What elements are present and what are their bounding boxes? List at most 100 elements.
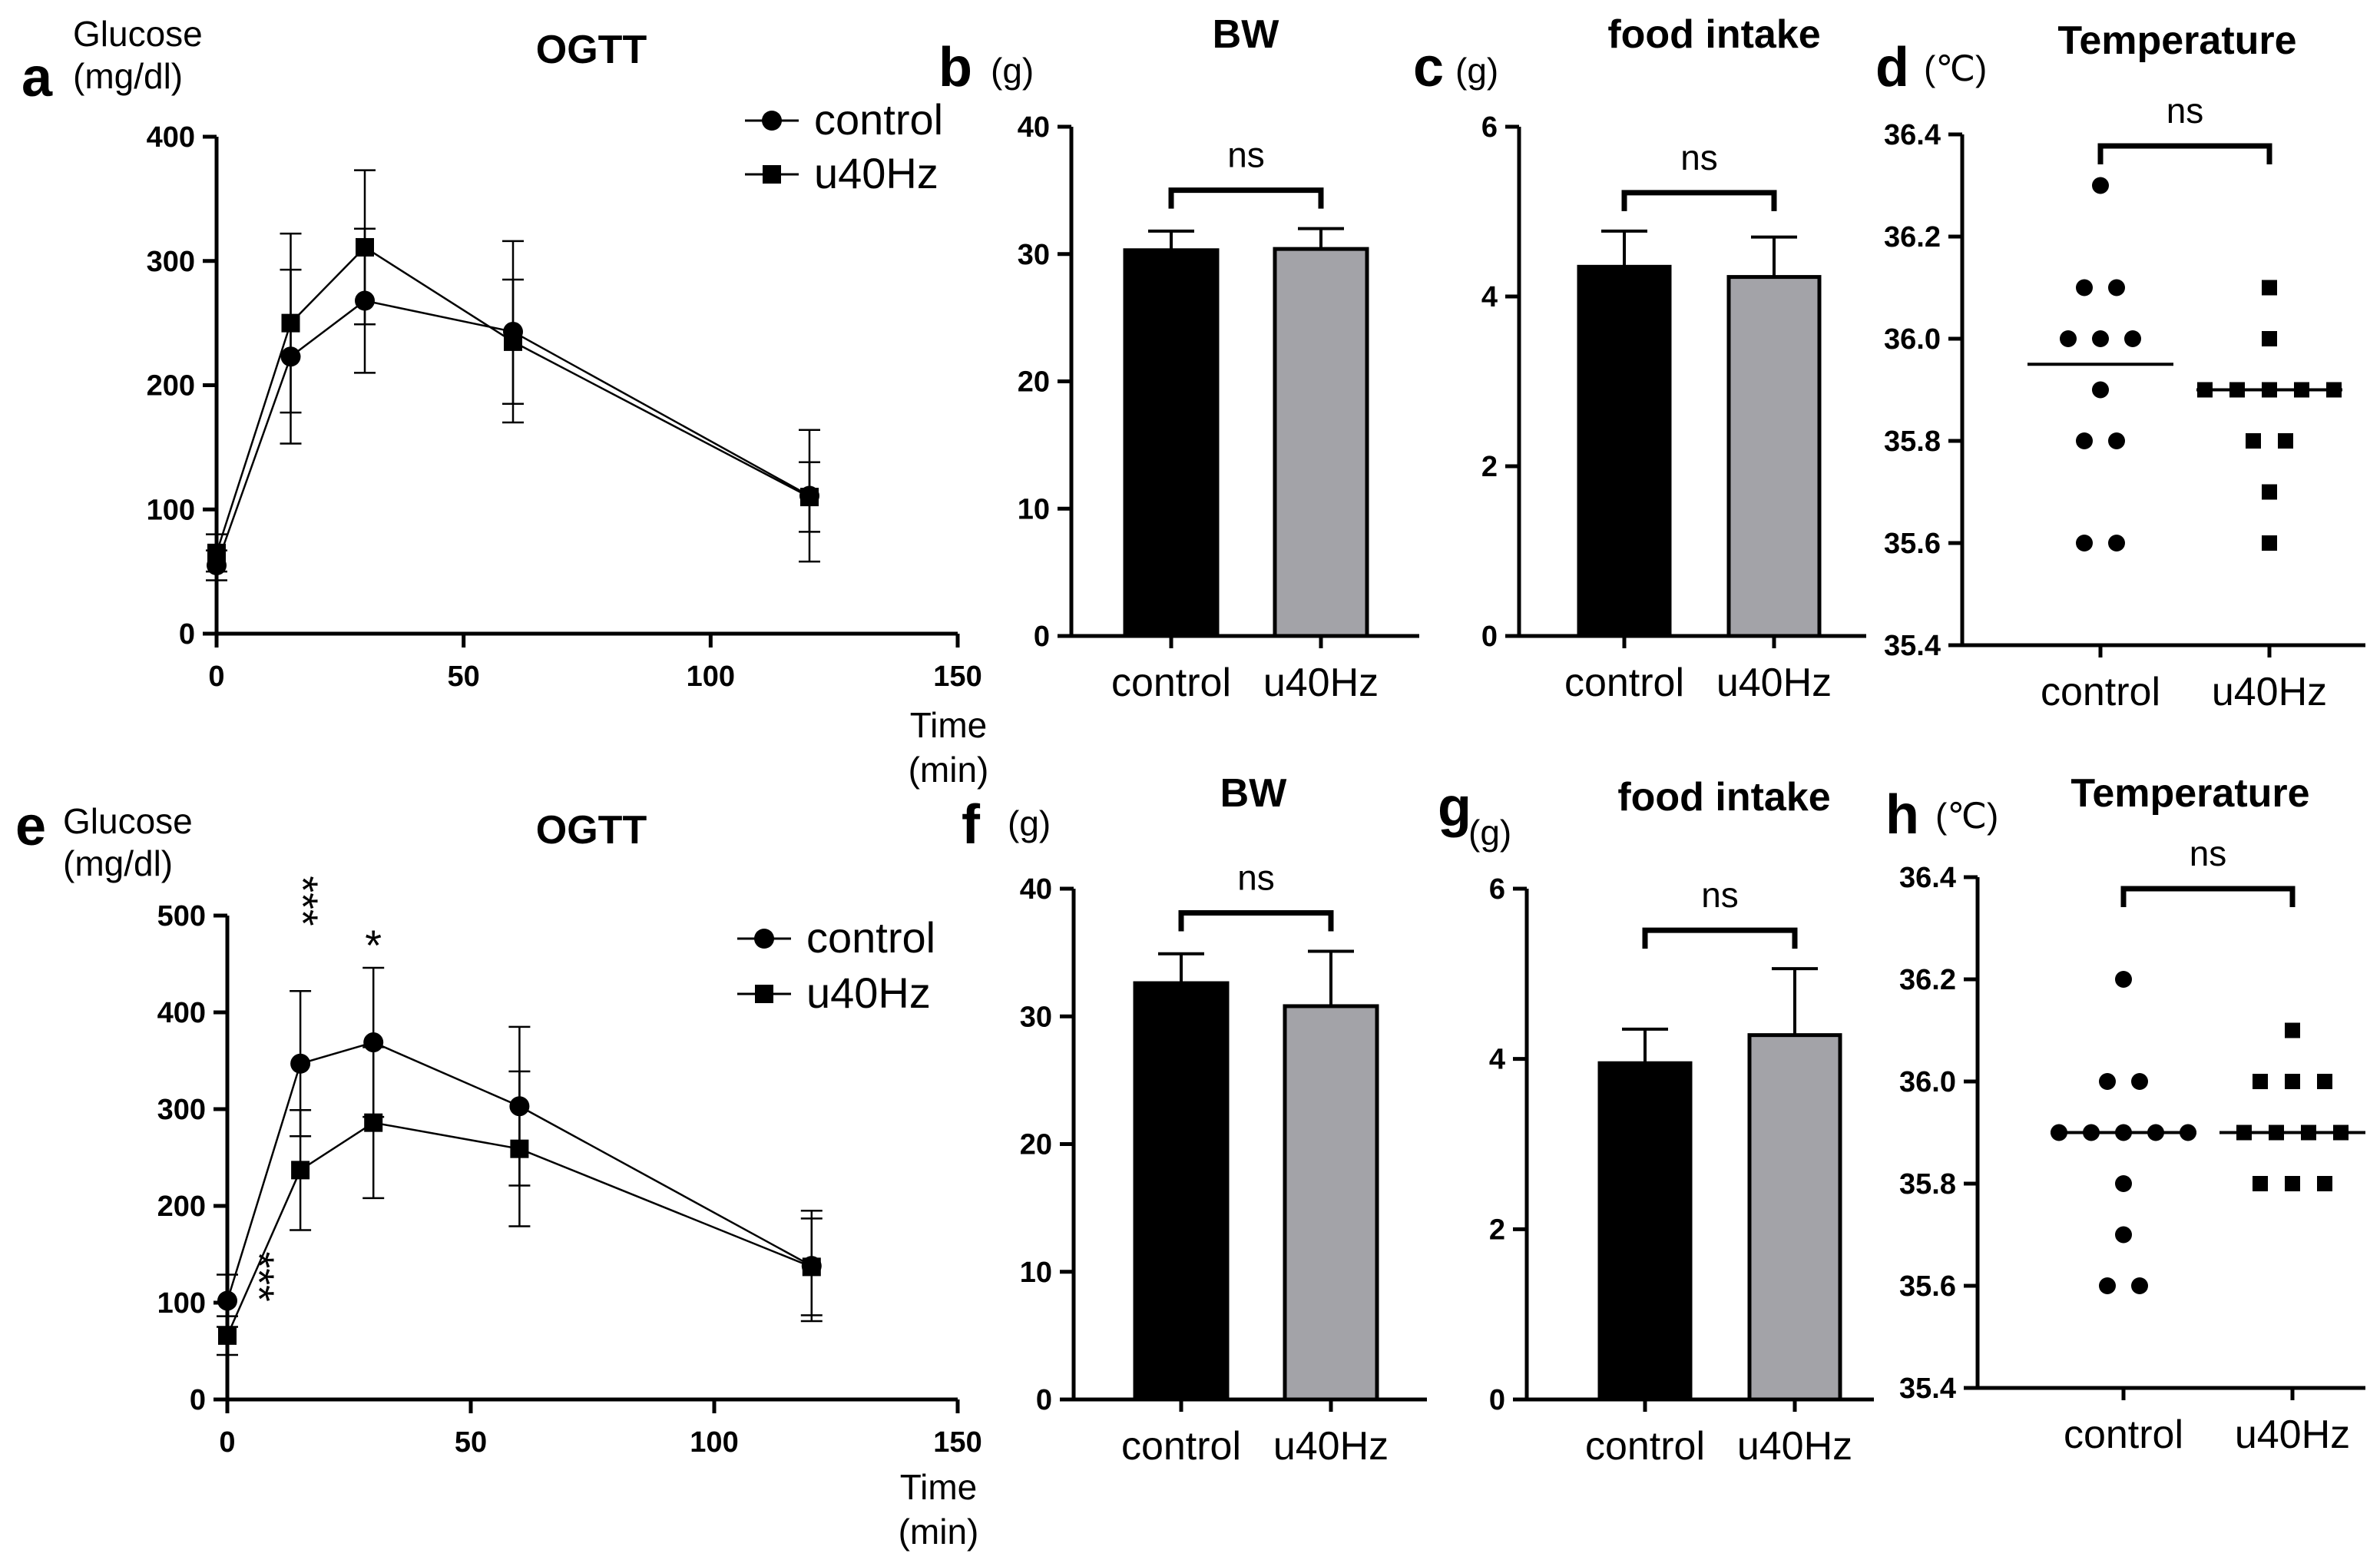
legend-label: u40Hz <box>806 969 931 1017</box>
data-point-u40Hz <box>2317 1074 2332 1089</box>
x-axis-unit: (min) <box>899 1512 979 1552</box>
data-point-u40Hz <box>291 1161 310 1180</box>
bar-u40Hz <box>1283 1004 1379 1402</box>
data-point-control <box>217 1290 237 1311</box>
panel-h: h (℃) Temperature 35.4 35.6 35.8 36.0 36.2 36.4 c… <box>1885 771 2365 1457</box>
panel-e: e OGTT Glucose(mg/dl) Time (min) 0 100 200 300 40… <box>15 796 982 1552</box>
y-tick-label: 0 <box>190 1384 206 1416</box>
y-axis-unit: (mg/dl) <box>73 56 183 96</box>
y-tick-label: 35.6 <box>1884 528 1941 560</box>
x-axis-label: Time <box>900 1467 978 1507</box>
y-tick-label: 2 <box>1489 1214 1505 1246</box>
x-tick-label: 50 <box>455 1426 487 1459</box>
x-axis-unit: (min) <box>909 750 989 790</box>
panel-g: g(g) food intake 0 2 4 6 control u40Hz ns <box>1438 775 1874 1469</box>
panel-label: a <box>22 47 53 108</box>
y-tick-label: 35.8 <box>1884 426 1941 458</box>
y-axis-unit: (mg/dl) <box>63 843 173 883</box>
y-tick-label: 35.4 <box>1884 630 1941 662</box>
data-point-control <box>2060 330 2077 347</box>
category-label: u40Hz <box>2212 670 2327 714</box>
y-tick-label: 36.0 <box>1884 323 1941 356</box>
significance-bracket <box>1168 187 1324 209</box>
panel-f: f (g) BW 0 10 20 30 40 control u40Hz ns <box>962 771 1427 1469</box>
y-tick-label: 10 <box>1018 493 1050 525</box>
category-label: control <box>1585 1424 1705 1469</box>
data-point-u40Hz <box>2253 1176 2268 1191</box>
chart-title: BW <box>1213 12 1280 57</box>
significance-label: ns <box>2166 91 2204 131</box>
y-tick-label: 36.4 <box>1884 119 1941 151</box>
legend-marker-circle <box>754 929 774 949</box>
y-tick-label: 4 <box>1489 1044 1505 1076</box>
data-point-u40Hz <box>356 237 374 257</box>
data-point-u40Hz <box>2285 1074 2300 1089</box>
data-point-u40Hz <box>2262 331 2277 346</box>
legend-marker-square <box>763 165 781 184</box>
category-label: control <box>1111 661 1231 705</box>
data-point-control <box>2076 535 2093 551</box>
legend-marker-square <box>755 985 773 1003</box>
data-point-u40Hz <box>2262 535 2277 551</box>
y-axis-unit: (g) <box>1455 51 1498 91</box>
y-tick-label: 36.2 <box>1899 964 1956 996</box>
y-tick-label: 500 <box>157 900 206 932</box>
figure-panels: a OGTTGlucose(mg/dl)Time(min)010020030040… <box>15 12 2365 1552</box>
y-tick-label: 100 <box>147 494 195 526</box>
y-tick-label: 200 <box>157 1191 206 1223</box>
y-tick-label: 0 <box>1034 621 1050 653</box>
significance-bracket <box>2097 143 2272 164</box>
y-tick-label: 35.8 <box>1899 1168 1956 1201</box>
data-point-u40Hz <box>2246 433 2261 449</box>
y-axis-label: Glucose <box>73 14 203 54</box>
significance-label: ns <box>1701 875 1739 915</box>
x-tick-label: 100 <box>687 661 735 693</box>
data-point-control <box>2131 1277 2148 1294</box>
y-tick-label: 20 <box>1018 366 1050 399</box>
y-tick-label: 400 <box>147 121 195 154</box>
significance-bracket <box>1642 927 1798 949</box>
chart-title: Temperature <box>2057 18 2296 63</box>
panel-a: a OGTT Glucose(mg/dl) Time (min) 0 100 200 300 40… <box>22 14 988 790</box>
data-point-control <box>2092 381 2109 399</box>
bar-control <box>1123 248 1220 638</box>
y-tick-label: 0 <box>1489 1384 1505 1416</box>
data-point-u40Hz <box>207 543 226 562</box>
data-point-control <box>2076 279 2093 296</box>
data-point-u40Hz <box>281 313 300 333</box>
panel-label: g <box>1438 777 1471 838</box>
category-label: u40Hz <box>1737 1424 1852 1469</box>
panel-b: b (g) BW 0 10 20 30 40 control u40Hz ns <box>938 12 1419 705</box>
data-point-u40Hz <box>2285 1176 2300 1191</box>
bar-u40Hz <box>1747 1033 1842 1402</box>
data-point-u40Hz <box>2278 433 2293 449</box>
data-point-control <box>2108 535 2125 551</box>
panel-label: f <box>962 794 981 856</box>
legend-label: control <box>814 95 943 144</box>
panel-label: b <box>938 37 972 98</box>
bar-control <box>1133 981 1230 1402</box>
bar-control <box>1597 1061 1693 1402</box>
y-tick-label: 36.2 <box>1884 221 1941 253</box>
data-point-u40Hz <box>504 332 522 351</box>
category-label: control <box>1564 661 1684 705</box>
panel-label: c <box>1413 37 1444 98</box>
y-axis-unit: (℃) <box>1935 796 1998 836</box>
category-label: control <box>2041 670 2160 714</box>
y-axis-unit: (g) <box>1468 813 1511 853</box>
y-tick-label: 40 <box>1020 873 1052 906</box>
y-tick-label: 300 <box>157 1094 206 1126</box>
data-point-u40Hz <box>2262 484 2277 500</box>
data-point-control <box>2092 330 2109 347</box>
data-point-u40Hz <box>2285 1022 2300 1038</box>
data-point-u40Hz <box>510 1139 529 1158</box>
panel-label: d <box>1875 37 1909 98</box>
significance-stars: * <box>365 921 382 969</box>
data-point-u40Hz <box>800 488 819 507</box>
significance-label: ns <box>2190 833 2227 873</box>
data-point-control <box>2108 279 2125 296</box>
data-point-control <box>2099 1073 2116 1090</box>
data-point-u40Hz <box>2262 280 2277 296</box>
category-label: control <box>2064 1413 2183 1457</box>
